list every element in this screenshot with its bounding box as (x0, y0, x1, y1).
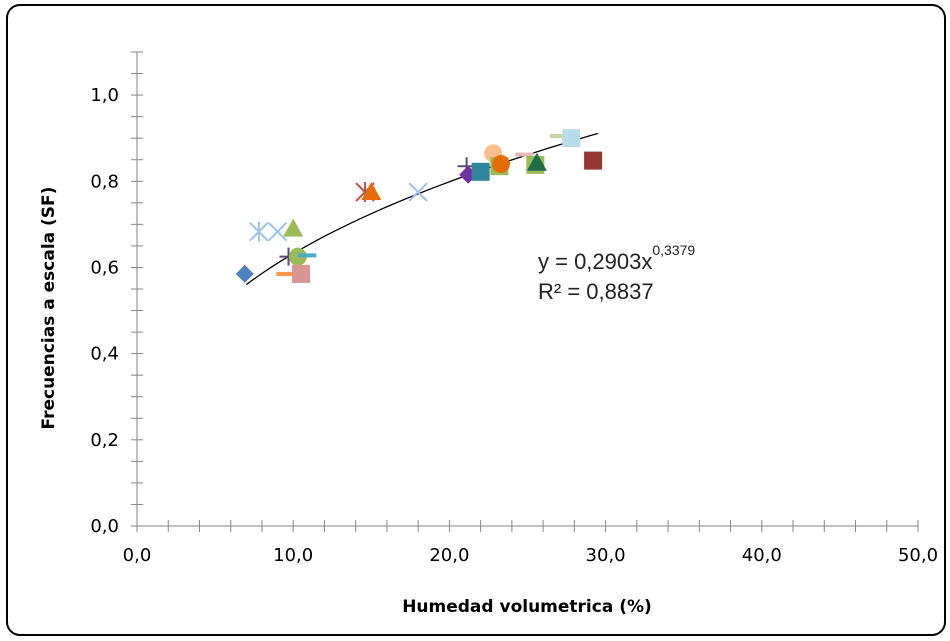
data-point-11 (361, 182, 382, 201)
data-point-24 (584, 151, 603, 170)
x-tick-label: 50,0 (898, 545, 938, 566)
trendline-equation: y = 0,2903x0,3379 (538, 242, 695, 274)
y-axis-title: Frecuencias a escala (SF) (39, 187, 59, 430)
y-tick-label: 0,8 (90, 171, 119, 192)
data-point-8 (298, 253, 317, 258)
data-point-6 (283, 218, 304, 237)
data-point-19 (515, 152, 534, 157)
trendline-equation-base: y = 0,2903x (538, 249, 652, 274)
data-point-1 (235, 264, 254, 283)
data-point-21 (526, 152, 547, 171)
x-tick-label: 0,0 (123, 545, 152, 566)
chart-frame (6, 4, 946, 636)
data-point-3 (267, 221, 288, 242)
x-tick-label: 40,0 (742, 545, 782, 566)
y-tick-label: 0,6 (90, 257, 119, 278)
data-point-23 (562, 129, 581, 148)
data-point-7 (288, 247, 307, 266)
data-point-15 (471, 162, 490, 181)
axes: 0,0 0,2 0,4 0,6 0,8 1,0 0,0 10,0 20,0 30,0 40,0 50,… (90, 51, 938, 566)
trendline-r2: R² = 0,8837 (538, 279, 654, 304)
x-tick-label: 20,0 (429, 545, 469, 566)
y-tick-label: 0,0 (90, 516, 119, 537)
data-point-9 (292, 264, 311, 283)
data-point-22 (549, 134, 568, 139)
y-tick-label: 0,2 (90, 430, 119, 451)
data-point-2 (249, 221, 269, 242)
data-points (235, 129, 603, 283)
trendline-equation-exponent: 0,3379 (652, 242, 695, 258)
x-tick-label: 10,0 (273, 545, 313, 566)
x-axis-title: Humedad volumetrica (%) (402, 597, 652, 617)
data-point-4 (276, 271, 295, 276)
data-point-12 (408, 182, 428, 202)
y-tick-label: 1,0 (90, 85, 119, 106)
data-point-18 (491, 155, 510, 174)
trendline (245, 132, 598, 286)
y-tick-label: 0,4 (90, 344, 119, 365)
x-tick-label: 30,0 (586, 545, 626, 566)
trendline-group (245, 132, 598, 286)
